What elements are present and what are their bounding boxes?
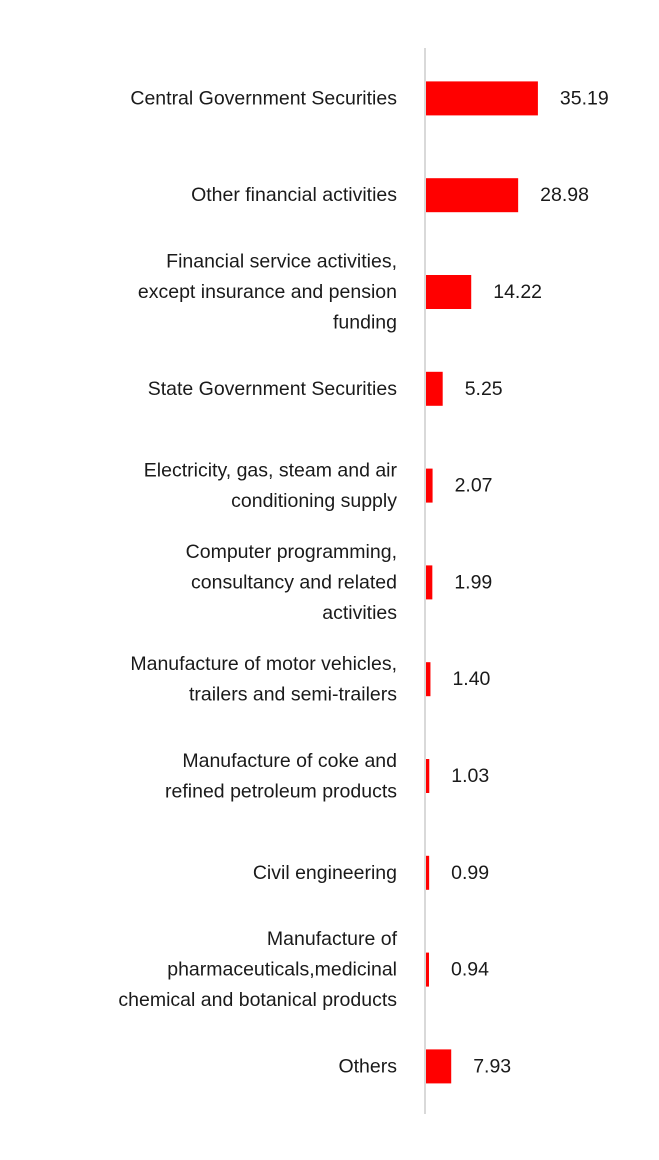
category-labels-group: Central Government Securities Other finan…: [118, 87, 397, 1077]
category-label: Manufacture of: [267, 928, 398, 950]
bar-value-label: 0.99: [451, 862, 489, 884]
category-label: refined petroleum products: [165, 780, 397, 802]
bar-value-label: 35.19: [560, 87, 609, 109]
category-label: Central Government Securities: [130, 87, 397, 109]
category-label: activities: [322, 602, 397, 624]
bar: [426, 81, 538, 116]
bar-value-label: 1.03: [451, 765, 489, 787]
category-label: Civil engineering: [253, 862, 397, 884]
category-label: Electricity, gas, steam and air: [144, 459, 398, 481]
bar: [426, 565, 433, 600]
category-label: trailers and semi-trailers: [189, 683, 397, 705]
bar: [426, 468, 433, 503]
category-label: Computer programming,: [186, 541, 397, 563]
category-label: conditioning supply: [231, 490, 397, 512]
bar: [426, 178, 519, 213]
category-label: Manufacture of coke and: [182, 750, 397, 772]
bar: [426, 662, 431, 697]
bar-value-label: 7.93: [473, 1055, 511, 1077]
category-label: except insurance and pension: [138, 281, 397, 303]
category-label: State Government Securities: [148, 378, 398, 400]
category-label: chemical and botanical products: [118, 989, 397, 1011]
bar: [426, 1049, 452, 1084]
bar-value-label: 1.40: [452, 668, 490, 690]
bar-value-label: 14.22: [493, 281, 542, 303]
bar-value-label: 0.94: [451, 959, 489, 981]
category-label: funding: [333, 312, 397, 334]
bar-value-label: 28.98: [540, 184, 589, 206]
category-label: consultancy and related: [191, 571, 397, 593]
value-labels-group: 35.19 28.98 14.22 5.25 2.07 1.99 1.40 1.03 0.99 0…: [451, 87, 609, 1077]
bar-value-label: 1.99: [454, 571, 492, 593]
category-label: Financial service activities,: [166, 251, 397, 273]
bar: [426, 855, 430, 890]
category-label: Manufacture of motor vehicles,: [130, 653, 397, 675]
bar: [426, 275, 472, 309]
category-label: Others: [338, 1055, 397, 1077]
bar: [426, 759, 430, 793]
category-label: pharmaceuticals,medicinal: [167, 959, 397, 981]
bar-value-label: 2.07: [455, 475, 493, 497]
bar-value-label: 5.25: [465, 378, 503, 400]
bars-group: [426, 81, 538, 1084]
bar: [426, 952, 429, 987]
category-label: Other financial activities: [191, 184, 397, 206]
bar: [426, 371, 443, 406]
